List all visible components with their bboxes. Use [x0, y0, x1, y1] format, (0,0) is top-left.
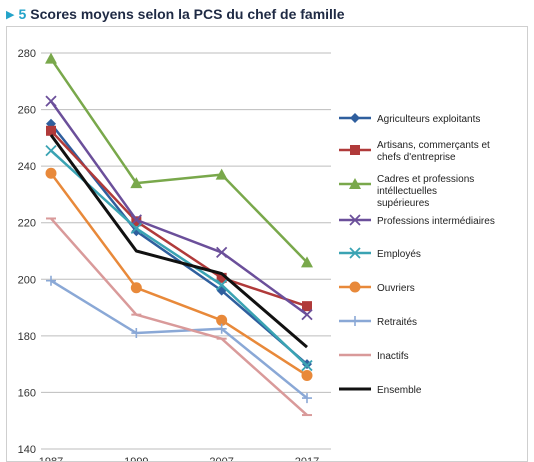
y-tick-label: 220 [18, 218, 36, 230]
data-point [216, 246, 228, 259]
data-point [45, 52, 57, 64]
data-point [216, 272, 227, 283]
series-5 [45, 167, 313, 381]
y-tick-label: 240 [18, 161, 36, 173]
legend-label: Professions intermédiaires [377, 216, 495, 227]
data-point [216, 314, 228, 326]
legend-entry: Ouvriers [339, 281, 415, 294]
legend-label: Employés [377, 249, 421, 260]
legend-label: Artisans, commerçants et [377, 140, 490, 151]
legend-entry: Agriculteurs exploitants [339, 113, 480, 125]
legend-entry: Employés [339, 247, 421, 260]
legend-label: Inactifs [377, 351, 409, 362]
x-tick-label: 1999 [124, 456, 148, 461]
series-line [50, 129, 308, 308]
legend-label: Ensemble [377, 385, 422, 396]
data-point [216, 323, 227, 334]
legend-label: Retraités [377, 317, 417, 328]
legend-label: Cadres et professions [377, 174, 474, 185]
x-tick-label: 1987 [39, 456, 63, 461]
series-7 [46, 217, 312, 417]
legend-entry: Ensemble [339, 385, 422, 396]
data-point [46, 118, 56, 129]
series-line [49, 100, 308, 316]
data-point [216, 279, 228, 291]
data-point [45, 167, 57, 179]
data-point [130, 282, 142, 294]
data-point [349, 281, 361, 293]
legend: Agriculteurs exploitants Artisans, commer… [339, 113, 495, 396]
legend-entry: Cadres et professionsintéllectuellessupé… [339, 174, 474, 209]
axes: 140 160 180 200 220 240 260 280 1987 1999 2007 2017 [18, 48, 320, 461]
title-triangle-icon: ▶ [6, 8, 15, 21]
series-lines [45, 52, 313, 417]
legend-entry: Inactifs [339, 351, 409, 362]
data-point [130, 177, 143, 189]
series-line [49, 172, 308, 377]
grid-lines [41, 52, 331, 450]
series-line [49, 134, 308, 349]
data-point [301, 309, 313, 321]
series-line [50, 217, 308, 416]
data-point [130, 214, 142, 226]
data-point [302, 301, 312, 312]
x-tick-label: 2017 [295, 456, 319, 461]
series-8 [49, 134, 308, 349]
data-point [349, 178, 361, 189]
series-line [50, 149, 308, 367]
y-tick-label: 260 [18, 105, 36, 117]
data-point [131, 328, 142, 339]
data-point [302, 393, 312, 404]
data-point [301, 256, 313, 268]
chart-title: Scores moyens selon la PCS du chef de fa… [30, 6, 345, 22]
data-point [46, 125, 56, 136]
y-tick-label: 160 [18, 387, 36, 399]
series-1 [46, 125, 312, 312]
series-6 [46, 275, 312, 404]
y-tick-label: 140 [18, 444, 36, 456]
y-tick-label: 180 [18, 331, 36, 343]
chart-header: ▶ 5 Scores moyens selon la PCS du chef d… [6, 3, 345, 25]
data-point [131, 216, 142, 227]
data-point [215, 168, 228, 180]
series-line [49, 57, 308, 264]
legend-label: Ouvriers [377, 283, 415, 294]
data-point [45, 144, 57, 157]
series-4 [45, 144, 313, 372]
data-point [350, 316, 360, 326]
legend-entry: Retraités [339, 316, 417, 328]
y-tick-label: 200 [18, 274, 36, 286]
x-tick-label: 2007 [209, 456, 233, 461]
data-point [301, 359, 313, 372]
series-2 [45, 52, 313, 268]
data-point [349, 247, 361, 259]
data-point [350, 113, 360, 123]
legend-label: supérieures [377, 198, 429, 209]
data-point [350, 145, 360, 155]
legend-entry: Professions intermédiaires [339, 214, 495, 227]
legend-label: intéllectuelles [377, 186, 437, 197]
data-point [46, 275, 56, 286]
figure-number: 5 [18, 6, 27, 22]
chart-frame: 140 160 180 200 220 240 260 280 1987 1999 2007 2017… [6, 26, 528, 462]
data-point [301, 369, 313, 381]
data-point [130, 222, 142, 235]
line-chart: 140 160 180 200 220 240 260 280 1987 1999 2007 2017… [18, 48, 495, 461]
legend-label: chefs d'entreprise [377, 152, 456, 163]
series-line [50, 279, 308, 400]
y-tick-label: 280 [18, 48, 36, 60]
data-point [349, 214, 361, 226]
data-point [45, 95, 57, 107]
series-3 [45, 95, 313, 321]
legend-label: Agriculteurs exploitants [377, 114, 480, 125]
